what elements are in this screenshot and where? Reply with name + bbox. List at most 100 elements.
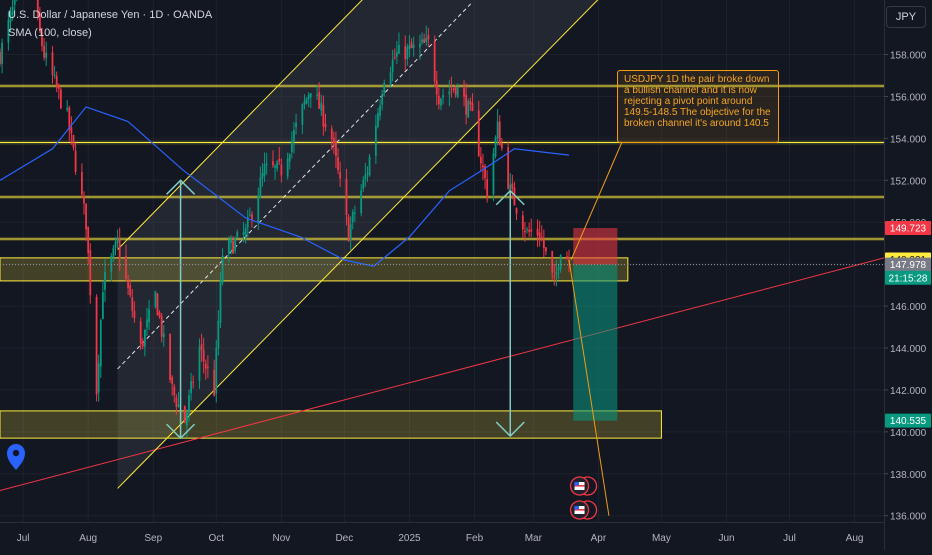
candle-body (244, 227, 247, 235)
candle-body (477, 110, 480, 157)
candle-body (507, 147, 510, 189)
candle-body (377, 112, 379, 127)
candle-body (72, 134, 75, 148)
candle-body (521, 215, 524, 230)
currency-button[interactable]: JPY (886, 6, 926, 28)
price-tag-label: 149.723 (890, 224, 927, 235)
candle-body (70, 127, 73, 134)
candle-body (469, 101, 472, 105)
candle-body (555, 271, 558, 275)
candle-body (509, 184, 512, 192)
marker-hole (12, 449, 20, 457)
candle-body (158, 312, 161, 318)
us-event-flag-icon (569, 500, 598, 520)
price-tag (885, 413, 931, 428)
candle-body (496, 121, 499, 139)
candle-body (425, 37, 428, 43)
us-event-flag-icon (569, 476, 598, 496)
candle-body (160, 316, 163, 337)
support-zone (0, 410, 662, 439)
candle-body (85, 203, 87, 230)
candle-body (303, 101, 306, 105)
candle-body (335, 141, 337, 156)
candle-body (143, 330, 146, 347)
candle-body (463, 87, 465, 97)
candle-body (557, 268, 560, 271)
projection-line (568, 259, 610, 516)
candle-body (498, 121, 501, 146)
candle-body (419, 43, 421, 48)
candle-body (129, 285, 132, 296)
candle-body (301, 104, 304, 125)
candle-body (36, 0, 39, 17)
candle-body (395, 52, 398, 57)
candle-body (381, 94, 384, 105)
candle-body (421, 39, 423, 43)
candle-body (551, 251, 554, 273)
candle-body (185, 412, 188, 426)
candle-body (566, 256, 568, 260)
candle-body (423, 39, 426, 43)
candle-body (131, 297, 134, 311)
candle-body (442, 95, 444, 98)
candle-body (263, 164, 266, 176)
y-tick-label: 136.000 (890, 512, 927, 523)
candle-body (51, 52, 54, 75)
candle-body (362, 179, 365, 189)
candle-body (360, 190, 363, 214)
candle-body (66, 108, 69, 110)
price-tag-label: 147.978 (890, 260, 927, 271)
y-tick-label: 144.000 (890, 344, 927, 355)
candle-body (276, 161, 279, 169)
candle-body (55, 75, 58, 88)
candle-body (11, 6, 14, 15)
candle-body (448, 91, 451, 95)
candle-body (202, 349, 205, 362)
candle-body (112, 247, 115, 257)
candle-body (148, 309, 150, 323)
candle-body (219, 280, 222, 323)
candle-body (183, 405, 186, 424)
candle-body (114, 241, 117, 248)
candle-body (198, 346, 201, 381)
candle-body (74, 150, 77, 172)
price-tag-label: 140.535 (890, 416, 927, 427)
y-tick-label: 138.000 (890, 470, 927, 481)
candle-body (127, 281, 129, 289)
candle-body (272, 161, 274, 166)
candle-body (484, 165, 486, 179)
candle-body (454, 86, 457, 95)
candle-body (83, 196, 85, 204)
candle-body (251, 214, 253, 221)
candle-body (366, 173, 369, 175)
x-tick-label: Feb (466, 533, 484, 544)
candle-body (320, 102, 323, 111)
candle-body (261, 173, 264, 179)
candle-body (43, 45, 45, 58)
x-tick-label: Mar (525, 533, 543, 544)
candle-body (406, 46, 409, 59)
candle-body (427, 35, 430, 40)
candle-body (217, 321, 220, 349)
candle-body (215, 348, 218, 394)
x-tick-label: Sep (144, 533, 162, 544)
candle-body (230, 238, 232, 243)
candle-body (393, 57, 396, 59)
candle-body (190, 381, 192, 394)
candle-body (227, 240, 230, 254)
candle-body (80, 172, 83, 195)
candle-body (467, 100, 470, 118)
candle-body (500, 143, 503, 149)
candle-body (339, 172, 342, 179)
candle-body (353, 212, 356, 214)
sma-indicator-label[interactable]: SMA (100, close) (8, 27, 92, 39)
candle-body (104, 271, 106, 290)
y-tick-label: 156.000 (890, 92, 927, 103)
candle-body (364, 174, 367, 180)
candle-body (412, 44, 415, 48)
candle-body (433, 41, 436, 82)
analysis-callout[interactable]: USDJPY 1D the pair broke down a bullish … (617, 70, 779, 143)
candle-body (125, 256, 127, 279)
